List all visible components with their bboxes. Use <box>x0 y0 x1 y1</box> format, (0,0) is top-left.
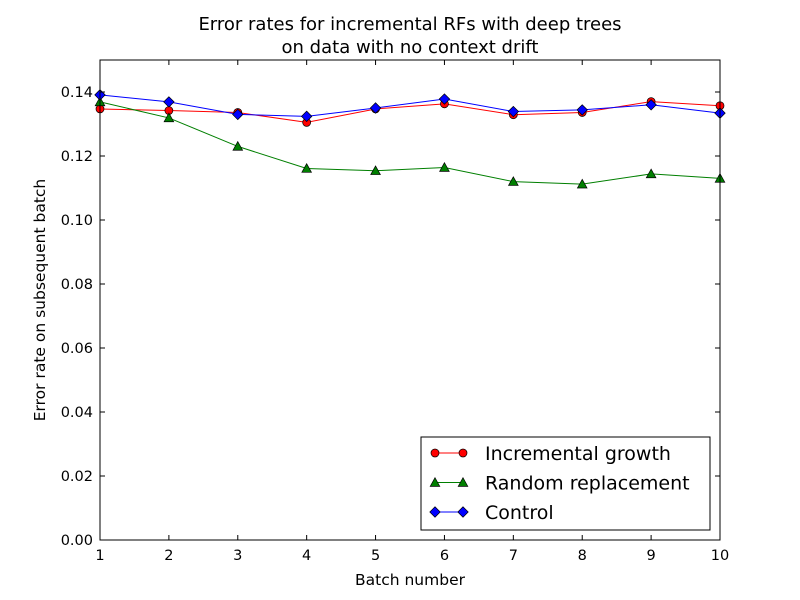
y-tick-label: 0.08 <box>61 277 93 293</box>
x-tick-label: 6 <box>440 548 449 564</box>
x-tick-label: 7 <box>509 548 518 564</box>
x-tick-label: 5 <box>371 548 380 564</box>
x-tick-label: 3 <box>233 548 242 564</box>
legend-entry-incremental-growth: Incremental growth <box>430 443 671 465</box>
control-point <box>438 93 451 105</box>
x-tick-label: 2 <box>164 548 173 564</box>
legend-random-replacement-point <box>429 476 441 487</box>
control-point <box>232 108 244 121</box>
legend-incremental-growth-point <box>430 448 440 458</box>
y-tick-label: 0.00 <box>61 533 93 549</box>
x-tick-label: 1 <box>95 548 104 564</box>
y-tick-label: 0.02 <box>61 469 93 485</box>
plot-frame <box>99 59 721 541</box>
x-tick-label: 9 <box>646 548 655 564</box>
x-tick-label: 4 <box>302 548 311 564</box>
random-replacement-point <box>507 176 519 186</box>
legend-incremental-growth-point <box>458 448 468 458</box>
control-point <box>300 110 313 123</box>
control-point <box>645 99 657 111</box>
y-tick-label: 0.14 <box>61 85 93 101</box>
random-replacement-point <box>232 140 244 151</box>
chart-title-line2: on data with no context drift <box>282 37 539 58</box>
x-axis-label: Batch number <box>355 571 466 589</box>
ticks-layer: 1 2 3 4 5 6 7 8 9 10 0.00 0.02 0.04 0.06 0.08 0.10 0.12 0… <box>61 60 729 564</box>
legend-label-incremental-growth: Incremental growth <box>485 443 671 465</box>
legend-label-random-replacement: Random replacement <box>485 473 690 495</box>
random-replacement-point <box>576 178 588 189</box>
legend-label-control: Control <box>485 502 554 524</box>
control-point <box>369 102 382 114</box>
y-tick-label: 0.04 <box>61 405 93 421</box>
y-tick-label: 0.10 <box>61 213 93 229</box>
random-replacement-point <box>645 168 657 179</box>
legend-entry-random-replacement: Random replacement <box>429 473 690 495</box>
random-replacement-point <box>439 161 450 172</box>
legend-control-point <box>457 506 469 518</box>
x-tick-label: 8 <box>578 548 587 564</box>
legend-control-point <box>429 506 441 518</box>
y-axis-label: Error rate on subsequent batch <box>31 179 49 422</box>
random-replacement-point <box>301 162 313 173</box>
legend-entries: Incremental growth Random replacement Cont… <box>429 443 690 524</box>
legend-entry-control: Control <box>429 502 554 524</box>
series-line-control <box>99 94 721 117</box>
y-tick-label: 0.06 <box>61 341 93 357</box>
x-tick-label: 10 <box>711 548 729 564</box>
legend: Incremental growth Random replacement Cont… <box>420 436 711 531</box>
chart-title-line1: Error rates for incremental RFs with dee… <box>198 14 621 35</box>
control-point <box>163 96 175 108</box>
y-tick-label: 0.12 <box>61 149 93 165</box>
control-point <box>576 104 588 116</box>
legend-box <box>420 436 711 531</box>
series-line-random-replacement <box>99 101 721 185</box>
series-random-replacement <box>94 96 726 189</box>
random-replacement-point <box>163 112 175 123</box>
random-replacement-point <box>370 165 381 175</box>
legend-random-replacement-point <box>457 476 469 487</box>
control-point <box>507 105 520 118</box>
